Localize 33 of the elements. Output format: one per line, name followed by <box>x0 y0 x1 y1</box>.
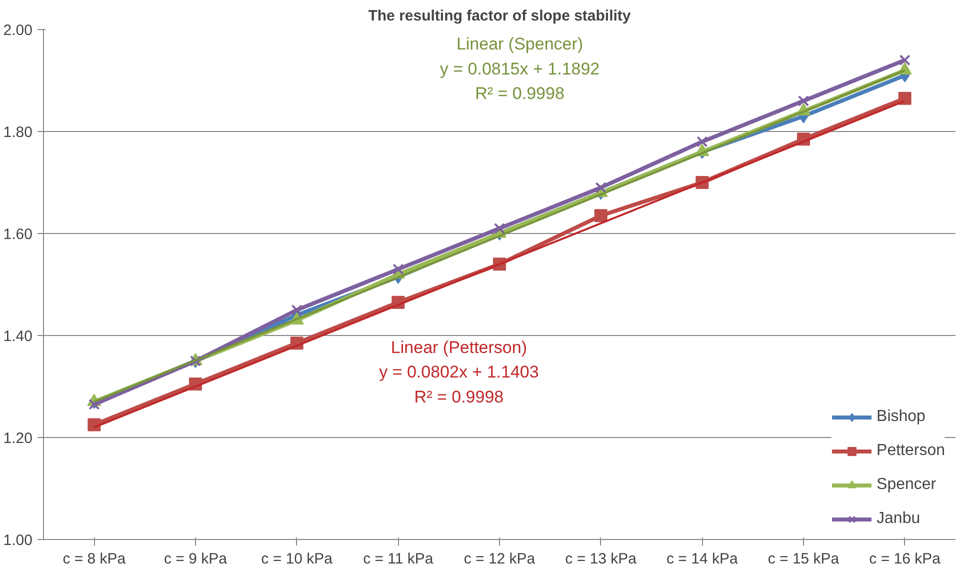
y-tick-label: 1.80 <box>3 124 33 141</box>
y-tick-label: 1.00 <box>3 532 33 549</box>
y-tick-label: 1.60 <box>3 226 33 243</box>
chart-title: The resulting factor of slope stability <box>368 8 632 24</box>
x-tick-label: c = 13 kPa <box>565 550 638 568</box>
point <box>594 209 608 222</box>
legend-label: Bishop <box>876 408 926 426</box>
point <box>899 54 910 66</box>
annotation: Linear (Petterson) y = 0.0802x + 1.1403 R² = 0.9998 <box>379 338 539 406</box>
y-tick-label: 2.00 <box>3 22 33 39</box>
x-tick-label: c = 16 kPa <box>869 550 942 568</box>
x-tick-label: c = 11 kPa <box>363 550 434 568</box>
x-tick-label: c = 15 kPa <box>768 550 840 568</box>
point <box>494 222 506 234</box>
point <box>595 182 606 194</box>
y-tick-label: 1.20 <box>3 430 33 447</box>
legend-label: Petterson <box>876 442 945 460</box>
point <box>291 304 302 316</box>
point <box>696 136 708 148</box>
point <box>798 95 810 106</box>
point <box>898 92 912 105</box>
point <box>88 398 100 410</box>
annotation: Linear (Spencer) y = 0.0815x + 1.1892 R² = 0.9998 <box>440 34 600 103</box>
x-tick-label: c = 12 kPa <box>464 550 536 568</box>
legend-label: Janbu <box>876 510 920 528</box>
x-tick-label: c = 9 kPa <box>164 550 228 568</box>
y-tick-label: 1.40 <box>3 328 33 345</box>
point <box>88 418 101 432</box>
x-tick-label: c = 8 kPa <box>62 550 126 568</box>
legend-label: Spencer <box>876 476 936 494</box>
x-tick-label: c = 14 kPa <box>666 550 738 568</box>
point <box>392 264 404 275</box>
x-tick-label: c = 10 kPa <box>261 550 334 568</box>
